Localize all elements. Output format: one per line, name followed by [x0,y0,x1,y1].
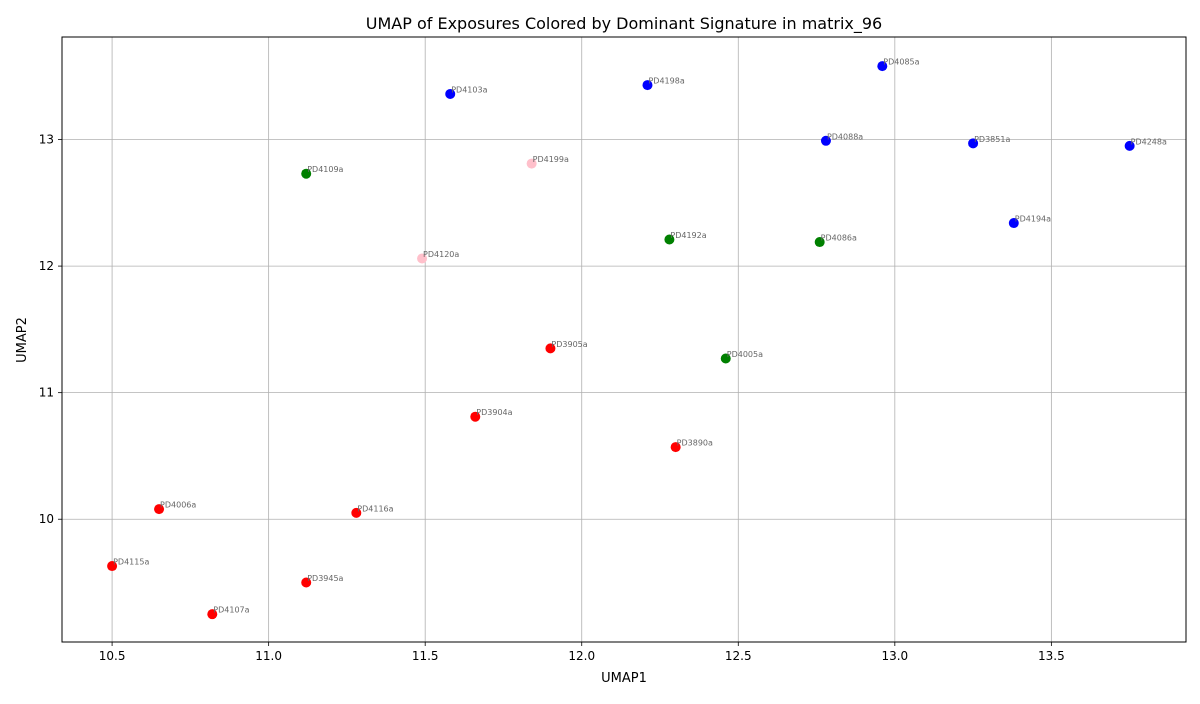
data-point [814,237,825,248]
data-point [664,234,675,245]
point-label: PD4194a [1015,215,1051,224]
data-point [351,507,362,518]
point-label: PD3904a [476,408,512,417]
x-tick-label: 13.5 [1038,649,1065,663]
y-tick-label: 10 [39,512,54,526]
point-label: PD3851a [974,135,1010,144]
x-axis-label: UMAP1 [601,671,647,686]
point-label: PD4116a [357,504,393,513]
data-point [417,253,428,264]
data-point [670,442,681,453]
point-label: PD4109a [307,165,343,174]
y-axis-label: UMAP2 [15,317,30,363]
point-label: PD4199a [533,155,569,164]
x-tick-label: 12.0 [568,649,595,663]
data-point [526,158,537,169]
data-point [207,609,218,620]
point-label: PD4120a [423,250,459,259]
x-tick-label: 11.5 [412,649,439,663]
data-point [301,577,312,588]
data-point [545,343,556,354]
point-label: PD4085a [883,58,919,67]
point-label: PD4198a [648,77,684,86]
x-tick-label: 13.0 [881,649,908,663]
data-points: PD4085a PD4198a PD4103a PD4088a PD3851a PD424… [107,58,1167,620]
point-label: PD3905a [551,340,587,349]
y-tick-label: 12 [39,259,54,273]
data-point [445,88,456,99]
y-tick-label: 11 [39,386,54,400]
point-label: PD4107a [213,606,249,615]
y-tick-label: 13 [39,133,54,147]
point-label: PD4005a [727,350,763,359]
data-point [107,561,118,572]
point-label: PD3945a [307,574,343,583]
data-point [820,135,831,146]
chart-title: UMAP of Exposures Colored by Dominant Si… [366,14,882,34]
data-point [720,353,731,364]
data-point [470,411,481,422]
point-label: PD4192a [670,231,706,240]
point-label: PD4103a [451,85,487,94]
point-label: PD3890a [677,439,713,448]
data-point [968,138,979,149]
point-label: PD4086a [821,234,857,243]
data-point [642,80,653,91]
plot-area-frame [61,36,1187,643]
data-point [1008,218,1019,229]
data-point [877,61,888,72]
point-label: PD4088a [827,132,863,141]
data-point [301,168,312,179]
x-tick-label: 12.5 [725,649,752,663]
x-tick-label: 11.0 [255,649,282,663]
grid-lines [62,37,1186,642]
data-point [154,504,165,515]
data-point [1124,140,1135,151]
point-label: PD4248a [1131,137,1167,146]
axis-ticks: 10.5 11.0 11.5 12.0 12.5 13.0 13.5 10 11 12 13 [39,133,1065,663]
point-label: PD4006a [160,501,196,510]
x-tick-label: 10.5 [99,649,126,663]
point-label: PD4115a [113,558,149,567]
